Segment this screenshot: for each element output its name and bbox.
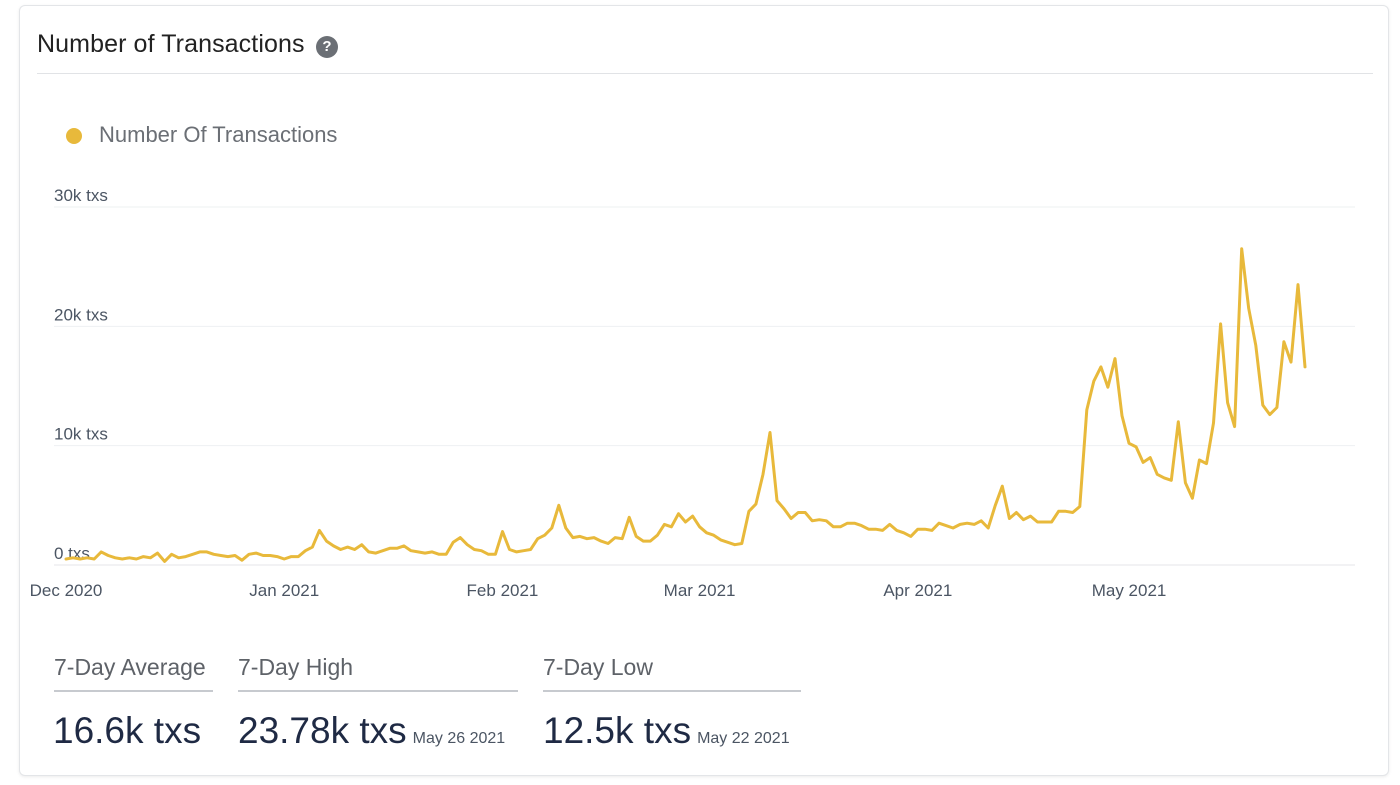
stat-high-label: 7-Day High [238, 654, 354, 680]
stat-low-value: 12.5k txs May 22 2021 [543, 710, 790, 752]
stat-high-date: May 26 2021 [412, 730, 506, 747]
transactions-card: Number of Transactions ? Number Of Trans… [19, 5, 1389, 776]
question-circle-icon[interactable]: ? [316, 36, 338, 58]
x-tick-label: Mar 2021 [664, 581, 736, 600]
y-tick-label: 10k txs [54, 425, 108, 444]
y-tick-label: 0 txs [54, 544, 90, 563]
x-tick-label: Dec 2020 [30, 581, 103, 600]
card-header: Number of Transactions ? [37, 6, 1373, 74]
legend-label: Number Of Transactions [99, 122, 338, 147]
stat-low-divider [543, 690, 801, 692]
x-tick-label: May 2021 [1092, 581, 1167, 600]
series-line [64, 247, 1307, 563]
stat-average-number: 16.6k txs [53, 710, 202, 751]
y-tick-label: 20k txs [54, 305, 108, 324]
stat-high-divider [238, 690, 518, 692]
stat-low-label: 7-Day Low [543, 654, 653, 680]
stat-average-label: 7-Day Average [54, 654, 206, 680]
stat-low-number: 12.5k txs [543, 710, 692, 751]
card-title: Number of Transactions [37, 30, 305, 58]
x-tick-label: Jan 2021 [249, 581, 319, 600]
stat-low-date: May 22 2021 [697, 730, 790, 747]
x-tick-label: Feb 2021 [467, 581, 539, 600]
legend-dot-icon [66, 128, 82, 144]
y-tick-label: 30k txs [54, 186, 108, 205]
stat-average-divider [54, 690, 213, 692]
stat-high-value: 23.78k txs May 26 2021 [238, 710, 505, 752]
stat-average-value: 16.6k txs [53, 710, 201, 752]
x-tick-label: Apr 2021 [883, 581, 952, 600]
stat-high-number: 23.78k txs [238, 710, 407, 751]
